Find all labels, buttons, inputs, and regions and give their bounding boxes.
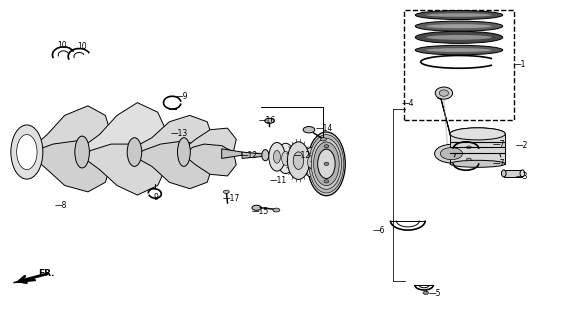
Ellipse shape xyxy=(324,162,329,165)
Polygon shape xyxy=(33,106,111,160)
Ellipse shape xyxy=(450,128,505,140)
Ellipse shape xyxy=(426,24,492,28)
Ellipse shape xyxy=(314,142,339,186)
Ellipse shape xyxy=(262,150,269,161)
Text: —4: —4 xyxy=(402,99,415,108)
Text: —15: —15 xyxy=(252,207,269,216)
Text: —6: —6 xyxy=(373,226,385,235)
Ellipse shape xyxy=(450,128,505,140)
Ellipse shape xyxy=(466,158,471,161)
Polygon shape xyxy=(222,149,242,158)
Polygon shape xyxy=(33,141,111,192)
Bar xyxy=(405,10,514,120)
Ellipse shape xyxy=(269,142,285,171)
Ellipse shape xyxy=(127,138,142,166)
Ellipse shape xyxy=(324,180,329,183)
Text: 10: 10 xyxy=(57,41,66,50)
Polygon shape xyxy=(242,152,265,158)
Ellipse shape xyxy=(75,136,89,168)
Ellipse shape xyxy=(11,125,43,179)
Ellipse shape xyxy=(273,150,280,163)
Text: —12: —12 xyxy=(240,151,258,160)
Ellipse shape xyxy=(321,138,326,141)
Polygon shape xyxy=(184,144,236,176)
Ellipse shape xyxy=(273,208,280,212)
Ellipse shape xyxy=(439,90,448,96)
Ellipse shape xyxy=(450,160,505,167)
Ellipse shape xyxy=(309,135,344,193)
Polygon shape xyxy=(82,103,167,160)
Ellipse shape xyxy=(277,143,294,173)
Ellipse shape xyxy=(318,149,335,179)
Ellipse shape xyxy=(265,118,274,123)
Polygon shape xyxy=(437,98,453,147)
Bar xyxy=(504,170,522,177)
Ellipse shape xyxy=(17,134,37,170)
Ellipse shape xyxy=(177,138,190,166)
Ellipse shape xyxy=(423,291,429,294)
Ellipse shape xyxy=(252,205,261,210)
Ellipse shape xyxy=(287,142,310,180)
Text: —12: —12 xyxy=(293,151,310,160)
Ellipse shape xyxy=(223,190,229,194)
Ellipse shape xyxy=(293,152,304,169)
Ellipse shape xyxy=(303,148,320,177)
Text: —7: —7 xyxy=(492,140,505,149)
Ellipse shape xyxy=(466,146,471,148)
Text: 10: 10 xyxy=(78,42,87,51)
Text: —1: —1 xyxy=(514,60,526,69)
Ellipse shape xyxy=(303,126,315,133)
Text: 9: 9 xyxy=(153,193,158,202)
Ellipse shape xyxy=(415,11,503,20)
Ellipse shape xyxy=(520,170,525,177)
Polygon shape xyxy=(82,144,167,195)
Ellipse shape xyxy=(311,138,342,189)
Text: —16: —16 xyxy=(259,116,276,125)
Ellipse shape xyxy=(415,45,503,55)
Ellipse shape xyxy=(426,35,492,40)
Ellipse shape xyxy=(415,21,503,31)
Text: —14: —14 xyxy=(316,124,333,132)
Polygon shape xyxy=(13,278,36,283)
Ellipse shape xyxy=(426,13,492,17)
Text: —13: —13 xyxy=(171,129,188,138)
Ellipse shape xyxy=(415,31,503,44)
Text: FR.: FR. xyxy=(38,269,55,278)
Polygon shape xyxy=(135,141,213,189)
Ellipse shape xyxy=(435,87,452,99)
Ellipse shape xyxy=(434,144,468,163)
Ellipse shape xyxy=(426,48,492,52)
Bar xyxy=(450,133,505,164)
Ellipse shape xyxy=(307,132,345,196)
Text: —9: —9 xyxy=(175,92,188,101)
Polygon shape xyxy=(135,116,213,163)
Text: —17: —17 xyxy=(223,194,240,204)
Text: —8: —8 xyxy=(55,201,67,210)
Text: —2: —2 xyxy=(516,141,528,150)
Ellipse shape xyxy=(324,145,329,148)
Text: —3: —3 xyxy=(516,172,529,181)
Ellipse shape xyxy=(440,148,462,160)
Ellipse shape xyxy=(282,151,290,165)
Ellipse shape xyxy=(307,156,315,169)
Text: —5: —5 xyxy=(428,289,441,298)
Text: —11: —11 xyxy=(270,176,287,185)
Text: —7: —7 xyxy=(492,159,505,168)
Ellipse shape xyxy=(501,170,506,177)
Polygon shape xyxy=(184,128,236,160)
